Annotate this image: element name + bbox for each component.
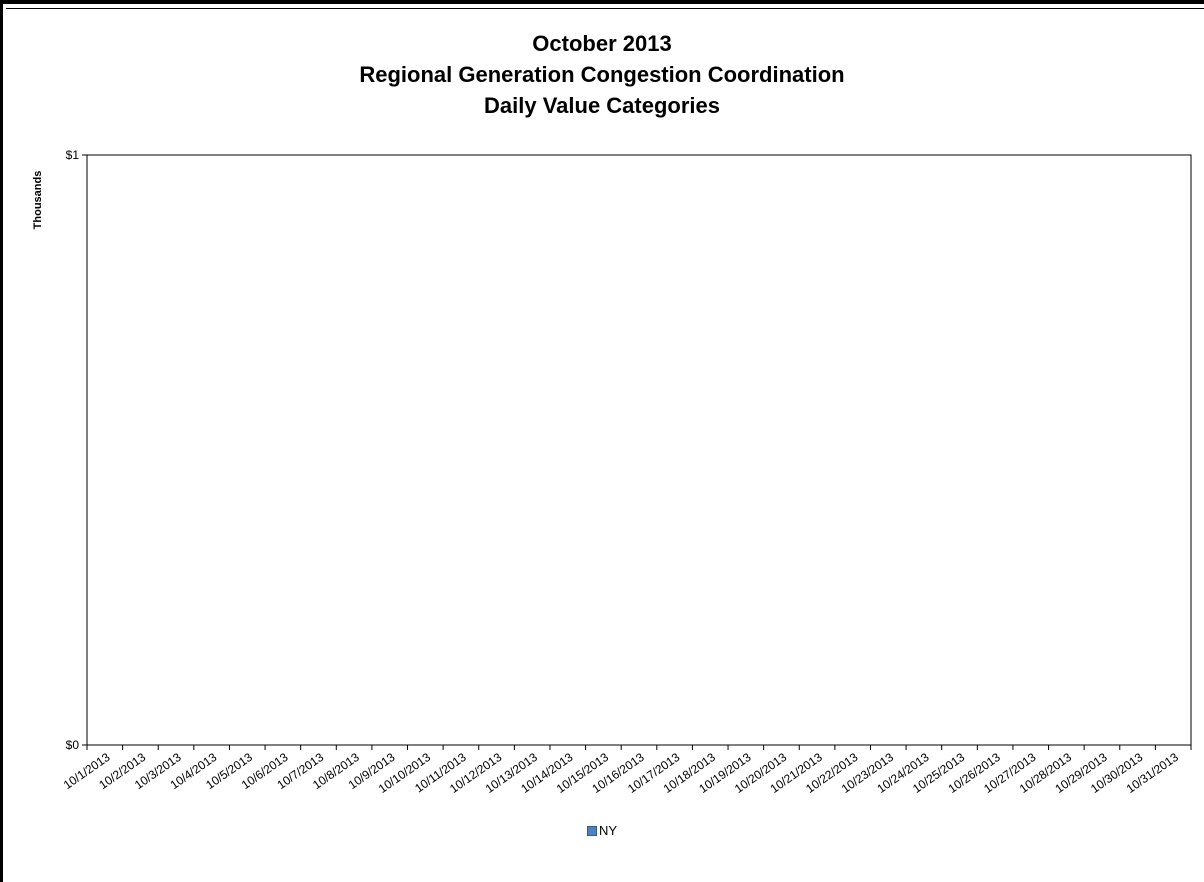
legend: NY xyxy=(0,822,1204,838)
chart-title-line-3: Daily Value Categories xyxy=(484,93,720,118)
chart-title-line-2: Regional Generation Congestion Coordinat… xyxy=(359,62,845,87)
x-axis: 10/1/201310/2/201310/3/201310/4/201310/5… xyxy=(61,745,1192,796)
y-axis: $1 $0 xyxy=(66,148,87,752)
plot-area-group xyxy=(86,154,1192,746)
y-tick-label: $1 xyxy=(66,148,80,162)
legend-label-ny: NY xyxy=(598,823,618,839)
legend-swatch-ny xyxy=(586,825,597,836)
y-axis-label: Thousands xyxy=(32,171,44,230)
y-tick-label: $0 xyxy=(66,738,80,752)
chart-title: October 2013 Regional Generation Congest… xyxy=(0,28,1204,121)
chart-title-line-1: October 2013 xyxy=(532,31,672,56)
plot-area xyxy=(86,154,1192,746)
